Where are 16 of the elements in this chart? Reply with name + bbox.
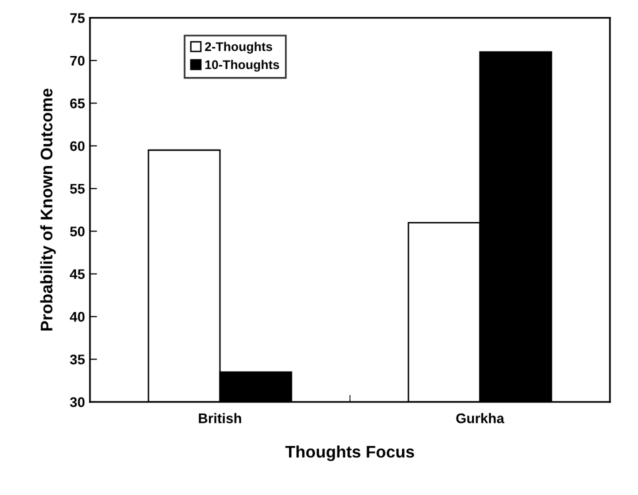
y-axis-title: Probability of Known Outcome [40, 88, 56, 331]
y-tick-label: 40 [70, 312, 85, 322]
y-tick-label: 35 [70, 354, 85, 364]
legend-label: 2-Thoughts [205, 42, 272, 54]
legend-label: 10-Thoughts [205, 60, 280, 72]
x-tick-label: British [198, 413, 242, 424]
y-tick-label: 70 [70, 56, 85, 66]
y-tick-label: 60 [70, 141, 85, 152]
y-tick-label: 45 [70, 269, 85, 280]
y-tick-label: 65 [70, 98, 85, 108]
y-tick-label: 75 [70, 13, 85, 23]
y-tick-label: 50 [70, 226, 85, 236]
x-axis-title: Thoughts Focus [285, 445, 414, 462]
y-tick-label: 55 [70, 184, 85, 194]
y-tick-label: 30 [70, 397, 85, 408]
x-tick-label: Gurkha [456, 413, 504, 424]
